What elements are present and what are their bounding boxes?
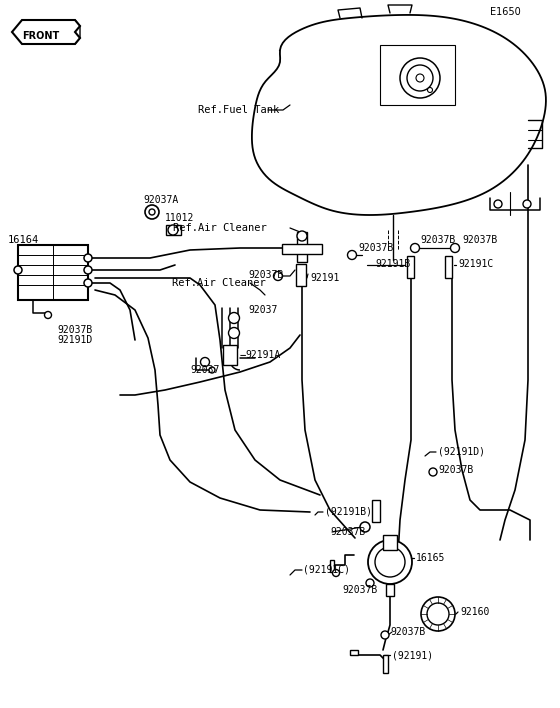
Text: 92037B: 92037B bbox=[57, 325, 92, 335]
Circle shape bbox=[400, 58, 440, 98]
Text: 11012: 11012 bbox=[165, 213, 194, 223]
Text: 92037B: 92037B bbox=[420, 235, 455, 245]
Circle shape bbox=[333, 569, 339, 576]
Bar bbox=[383, 655, 388, 673]
Text: 92037B: 92037B bbox=[462, 235, 497, 245]
Text: (92191D): (92191D) bbox=[438, 447, 485, 457]
Bar bbox=[445, 256, 452, 278]
Circle shape bbox=[381, 631, 389, 639]
Text: 92191: 92191 bbox=[310, 273, 339, 283]
Circle shape bbox=[366, 579, 374, 587]
Text: 92191A: 92191A bbox=[245, 350, 280, 360]
Circle shape bbox=[273, 271, 282, 280]
Text: (92191B): (92191B) bbox=[325, 507, 372, 517]
Bar bbox=[166, 225, 181, 235]
Text: 16165: 16165 bbox=[416, 553, 445, 563]
Circle shape bbox=[348, 251, 357, 260]
Text: Ref.Air Cleaner: Ref.Air Cleaner bbox=[173, 223, 267, 233]
Bar bbox=[18, 245, 88, 300]
Circle shape bbox=[410, 244, 419, 253]
Text: E1650: E1650 bbox=[490, 7, 521, 17]
Circle shape bbox=[209, 367, 215, 373]
Text: 92037B: 92037B bbox=[358, 243, 393, 253]
Bar bbox=[372, 500, 380, 522]
Circle shape bbox=[429, 468, 437, 476]
Circle shape bbox=[375, 547, 405, 577]
Circle shape bbox=[84, 254, 92, 262]
Text: Ref.Fuel Tank: Ref.Fuel Tank bbox=[198, 105, 279, 115]
Bar bbox=[407, 256, 414, 278]
Circle shape bbox=[360, 522, 370, 532]
Text: 92037B: 92037B bbox=[438, 465, 473, 475]
Bar bbox=[386, 584, 394, 596]
Circle shape bbox=[149, 209, 155, 215]
Text: Ref.Air Cleaner: Ref.Air Cleaner bbox=[172, 278, 266, 288]
Bar bbox=[297, 232, 307, 262]
Circle shape bbox=[228, 312, 240, 324]
Text: 92191C: 92191C bbox=[458, 259, 493, 269]
Circle shape bbox=[407, 65, 433, 91]
Circle shape bbox=[168, 225, 178, 235]
Bar bbox=[296, 264, 306, 286]
Circle shape bbox=[523, 200, 531, 208]
Text: 92037: 92037 bbox=[190, 365, 220, 375]
Bar bbox=[350, 650, 358, 655]
Circle shape bbox=[145, 205, 159, 219]
Circle shape bbox=[84, 279, 92, 287]
Polygon shape bbox=[12, 20, 80, 44]
Circle shape bbox=[228, 328, 240, 338]
Circle shape bbox=[44, 312, 52, 319]
Text: 92191B: 92191B bbox=[375, 259, 410, 269]
Circle shape bbox=[427, 603, 449, 625]
Text: 92037B: 92037B bbox=[390, 627, 425, 637]
Text: 92037A: 92037A bbox=[143, 195, 178, 205]
Circle shape bbox=[494, 200, 502, 208]
Bar bbox=[282, 244, 322, 254]
Text: 92037: 92037 bbox=[248, 305, 277, 315]
Text: 92160: 92160 bbox=[460, 607, 489, 617]
Circle shape bbox=[297, 231, 307, 241]
Text: 92037B: 92037B bbox=[330, 527, 365, 537]
Text: 92037B: 92037B bbox=[342, 585, 377, 595]
Text: 92191D: 92191D bbox=[57, 335, 92, 345]
Text: (92191C): (92191C) bbox=[303, 565, 350, 575]
Polygon shape bbox=[252, 15, 546, 215]
Circle shape bbox=[416, 74, 424, 82]
Circle shape bbox=[14, 266, 22, 274]
Text: 92037B: 92037B bbox=[248, 270, 283, 280]
Text: 16164: 16164 bbox=[8, 235, 39, 245]
Circle shape bbox=[427, 88, 432, 93]
Circle shape bbox=[368, 540, 412, 584]
Circle shape bbox=[200, 358, 209, 367]
Bar bbox=[383, 535, 397, 550]
Text: (92191): (92191) bbox=[392, 650, 433, 660]
Bar bbox=[330, 560, 334, 572]
Text: FRONT: FRONT bbox=[22, 31, 59, 41]
Circle shape bbox=[421, 597, 455, 631]
Circle shape bbox=[450, 244, 460, 253]
Bar bbox=[380, 45, 455, 105]
Circle shape bbox=[84, 266, 92, 274]
Bar bbox=[223, 345, 237, 365]
